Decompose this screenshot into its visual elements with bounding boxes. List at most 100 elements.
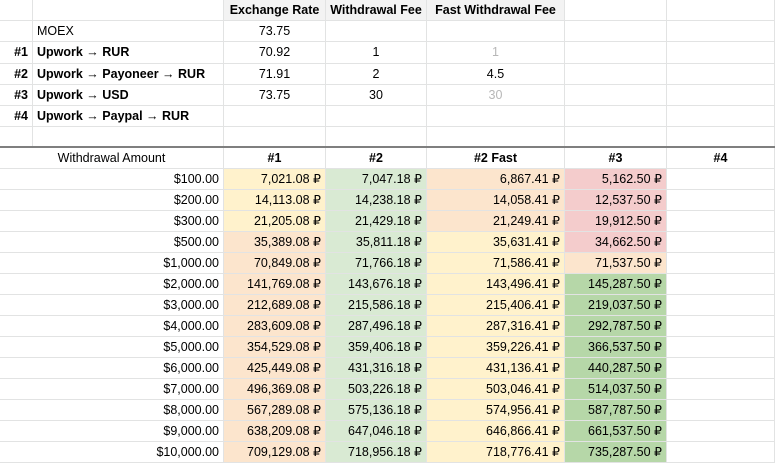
result-cell-2[interactable]: 359,406.18 ₽: [326, 337, 427, 358]
table-header-2[interactable]: #2: [326, 148, 427, 169]
result-cell-1[interactable]: 141,769.08 ₽: [224, 274, 326, 295]
result-cell-2-fast[interactable]: 646,866.41 ₽: [427, 421, 565, 442]
fast-fee-value[interactable]: [427, 21, 565, 43]
fast-fee-value[interactable]: 1: [427, 42, 565, 64]
withdrawal-amount-cell[interactable]: $3,000.00: [0, 295, 224, 316]
result-cell-2[interactable]: 503,226.18 ₽: [326, 379, 427, 400]
withdrawal-amount-cell[interactable]: $5,000.00: [0, 337, 224, 358]
result-cell-4[interactable]: [667, 442, 775, 463]
result-cell-1[interactable]: 567,289.08 ₽: [224, 400, 326, 421]
cell[interactable]: [565, 0, 667, 22]
cell[interactable]: [33, 0, 224, 22]
result-cell-3[interactable]: 5,162.50 ₽: [565, 169, 667, 190]
exchange-rate-value[interactable]: 71.91: [224, 63, 326, 85]
result-cell-2[interactable]: 21,429.18 ₽: [326, 211, 427, 232]
result-cell-4[interactable]: [667, 316, 775, 337]
withdrawal-fee-value[interactable]: 2: [326, 63, 427, 85]
result-cell-2-fast[interactable]: 6,867.41 ₽: [427, 169, 565, 190]
row-number[interactable]: #4: [0, 106, 33, 128]
row-number[interactable]: #2: [0, 63, 33, 85]
result-cell-4[interactable]: [667, 274, 775, 295]
result-cell-4[interactable]: [667, 421, 775, 442]
cell[interactable]: [667, 0, 775, 22]
result-cell-2-fast[interactable]: 287,316.41 ₽: [427, 316, 565, 337]
withdrawal-amount-cell[interactable]: $300.00: [0, 211, 224, 232]
result-cell-2[interactable]: 143,676.18 ₽: [326, 274, 427, 295]
result-cell-1[interactable]: 425,449.08 ₽: [224, 358, 326, 379]
result-cell-3[interactable]: 12,537.50 ₽: [565, 190, 667, 211]
cell[interactable]: [565, 21, 667, 43]
cell[interactable]: [667, 84, 775, 106]
withdrawal-amount-cell[interactable]: $10,000.00: [0, 442, 224, 463]
row-number[interactable]: [0, 21, 33, 43]
withdrawal-fee-value[interactable]: 30: [326, 84, 427, 106]
exchange-rate-value[interactable]: 70.92: [224, 42, 326, 64]
withdrawal-fee-value[interactable]: 1: [326, 42, 427, 64]
header-withdrawal-fee[interactable]: Withdrawal Fee: [326, 0, 427, 22]
result-cell-1[interactable]: 21,205.08 ₽: [224, 211, 326, 232]
result-cell-4[interactable]: [667, 232, 775, 253]
withdrawal-amount-cell[interactable]: $6,000.00: [0, 358, 224, 379]
result-cell-3[interactable]: 19,912.50 ₽: [565, 211, 667, 232]
exchange-rate-value[interactable]: 73.75: [224, 84, 326, 106]
result-cell-3[interactable]: 440,287.50 ₽: [565, 358, 667, 379]
result-cell-2[interactable]: 14,238.18 ₽: [326, 190, 427, 211]
method-label[interactable]: Upwork → RUR: [33, 42, 224, 64]
result-cell-2[interactable]: 287,496.18 ₽: [326, 316, 427, 337]
withdrawal-amount-cell[interactable]: $1,000.00: [0, 253, 224, 274]
result-cell-4[interactable]: [667, 295, 775, 316]
table-header-2-fast[interactable]: #2 Fast: [427, 148, 565, 169]
withdrawal-amount-cell[interactable]: $8,000.00: [0, 400, 224, 421]
result-cell-2-fast[interactable]: 215,406.41 ₽: [427, 295, 565, 316]
fast-fee-value[interactable]: [427, 106, 565, 128]
cell[interactable]: [565, 106, 667, 128]
table-header-withdrawal-amount[interactable]: Withdrawal Amount: [0, 148, 224, 169]
withdrawal-amount-cell[interactable]: $100.00: [0, 169, 224, 190]
result-cell-2-fast[interactable]: 21,249.41 ₽: [427, 211, 565, 232]
result-cell-1[interactable]: 638,209.08 ₽: [224, 421, 326, 442]
result-cell-3[interactable]: 219,037.50 ₽: [565, 295, 667, 316]
result-cell-2[interactable]: 71,766.18 ₽: [326, 253, 427, 274]
withdrawal-amount-cell[interactable]: $7,000.00: [0, 379, 224, 400]
result-cell-2-fast[interactable]: 71,586.41 ₽: [427, 253, 565, 274]
result-cell-2[interactable]: 718,956.18 ₽: [326, 442, 427, 463]
result-cell-4[interactable]: [667, 211, 775, 232]
result-cell-1[interactable]: 14,113.08 ₽: [224, 190, 326, 211]
result-cell-1[interactable]: 709,129.08 ₽: [224, 442, 326, 463]
result-cell-4[interactable]: [667, 253, 775, 274]
withdrawal-amount-cell[interactable]: $2,000.00: [0, 274, 224, 295]
cell[interactable]: [667, 21, 775, 43]
cell[interactable]: [565, 63, 667, 85]
header-exchange-rate[interactable]: Exchange Rate: [224, 0, 326, 22]
exchange-rate-value[interactable]: [224, 106, 326, 128]
result-cell-2[interactable]: 431,316.18 ₽: [326, 358, 427, 379]
exchange-rate-value[interactable]: 73.75: [224, 21, 326, 43]
result-cell-3[interactable]: 514,037.50 ₽: [565, 379, 667, 400]
result-cell-2-fast[interactable]: 35,631.41 ₽: [427, 232, 565, 253]
withdrawal-fee-value[interactable]: [326, 21, 427, 43]
table-header-4[interactable]: #4: [667, 148, 775, 169]
result-cell-2-fast[interactable]: 574,956.41 ₽: [427, 400, 565, 421]
result-cell-2-fast[interactable]: 143,496.41 ₽: [427, 274, 565, 295]
cell[interactable]: [667, 63, 775, 85]
method-label[interactable]: Upwork → Payoneer → RUR: [33, 63, 224, 85]
result-cell-3[interactable]: 71,537.50 ₽: [565, 253, 667, 274]
result-cell-2[interactable]: 575,136.18 ₽: [326, 400, 427, 421]
result-cell-3[interactable]: 34,662.50 ₽: [565, 232, 667, 253]
result-cell-4[interactable]: [667, 190, 775, 211]
result-cell-3[interactable]: 366,537.50 ₽: [565, 337, 667, 358]
result-cell-2-fast[interactable]: 431,136.41 ₽: [427, 358, 565, 379]
withdrawal-amount-cell[interactable]: $500.00: [0, 232, 224, 253]
table-header-3[interactable]: #3: [565, 148, 667, 169]
result-cell-2[interactable]: 647,046.18 ₽: [326, 421, 427, 442]
result-cell-1[interactable]: 70,849.08 ₽: [224, 253, 326, 274]
result-cell-4[interactable]: [667, 358, 775, 379]
result-cell-4[interactable]: [667, 379, 775, 400]
method-label[interactable]: Upwork → USD: [33, 84, 224, 106]
result-cell-2[interactable]: 215,586.18 ₽: [326, 295, 427, 316]
result-cell-3[interactable]: 735,287.50 ₽: [565, 442, 667, 463]
result-cell-2-fast[interactable]: 718,776.41 ₽: [427, 442, 565, 463]
header-fast-withdrawal-fee[interactable]: Fast Withdrawal Fee: [427, 0, 565, 22]
frozen-rows-divider[interactable]: [0, 146, 775, 148]
